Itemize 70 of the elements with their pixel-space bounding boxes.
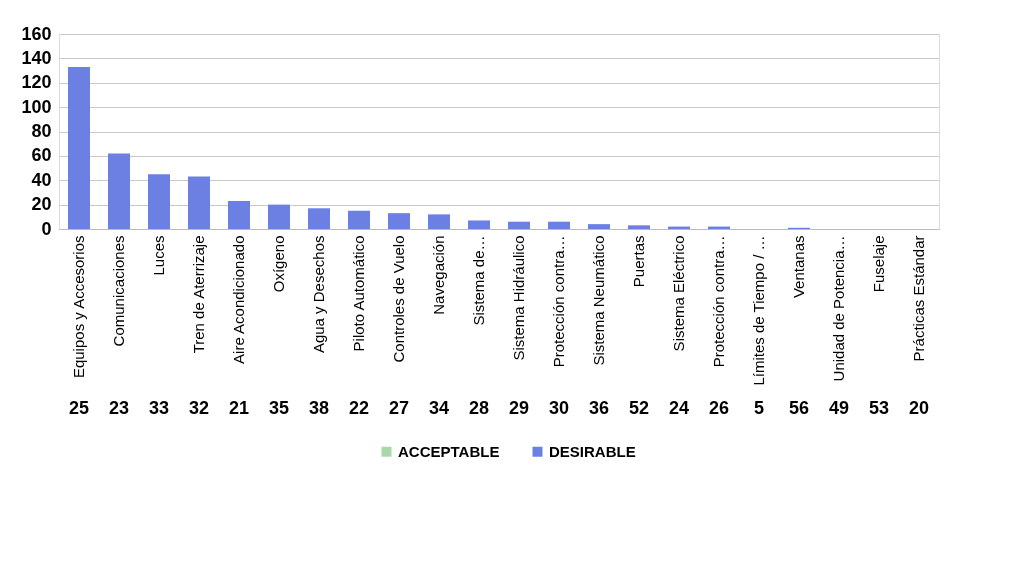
x-tick-label: Sistema de…	[470, 235, 487, 326]
y-tick-label: 60	[31, 145, 52, 166]
text: 36	[588, 398, 610, 418]
text: 35	[268, 398, 290, 418]
text: 25	[68, 398, 90, 418]
bar	[308, 208, 330, 229]
x-tick-label: Controles de Vuelo	[390, 235, 407, 363]
y-tick-label: 160	[21, 23, 52, 44]
x-tick-label: Límites de Tiempo / …	[750, 235, 767, 386]
x-tick-label: Comunicaciones	[110, 235, 127, 347]
x-tick-label: Tren de Aterrizaje	[190, 235, 207, 354]
x-tick-label: Luces	[150, 235, 167, 276]
bar	[628, 225, 650, 229]
y-tick-label: 20	[31, 194, 52, 215]
text: 32	[188, 398, 210, 418]
bar	[188, 176, 210, 229]
y-tick-label: 0	[41, 218, 52, 239]
bar	[388, 213, 410, 229]
bar	[588, 224, 610, 229]
x-tick-label: Unidad de Potencia…	[830, 235, 847, 382]
bar	[428, 214, 450, 229]
y-tick-label: 80	[31, 121, 52, 141]
text: 34	[428, 398, 450, 418]
bar	[508, 221, 530, 229]
x-tick-label: Piloto Automático	[350, 235, 367, 352]
text: 22	[348, 398, 370, 418]
x-tick-label: Sistema Hidráulico	[510, 235, 527, 361]
text: 53	[868, 398, 890, 418]
x-tick-label: Sistema Neumático	[590, 235, 607, 366]
y-tick-label: 140	[21, 47, 52, 68]
text: 29	[508, 398, 530, 418]
text: 28	[468, 398, 490, 418]
bar	[348, 210, 370, 229]
x-tick-label: Prácticas Estándar	[910, 235, 927, 362]
x-tick-label: Protección contra…	[710, 235, 727, 368]
bar	[268, 204, 290, 229]
text: 38	[308, 398, 330, 418]
text: 33	[148, 398, 170, 418]
x-tick-label: Fuselaje	[870, 235, 887, 293]
bar	[548, 221, 570, 229]
text: 52	[628, 398, 650, 418]
legend-label: DESIRABLE	[549, 442, 636, 460]
text: 23	[108, 398, 130, 418]
x-tick-label: Aire Acondicionado	[230, 235, 247, 364]
x-tick-label: Puertas	[630, 235, 647, 288]
text: 49	[828, 398, 850, 418]
bar	[108, 153, 130, 229]
text: 21	[228, 398, 250, 418]
text: 24	[668, 398, 690, 418]
legend-label: ACCEPTABLE	[398, 442, 500, 460]
text: 27	[388, 398, 410, 418]
bar	[228, 200, 250, 229]
text: 26	[708, 398, 730, 418]
bar	[68, 66, 90, 229]
text: 20	[908, 398, 930, 418]
x-tick-label: Agua y Desechos	[310, 235, 327, 354]
text: 5	[753, 398, 765, 418]
bar	[148, 174, 170, 229]
bar	[468, 220, 490, 229]
x-tick-label: Equipos y Accesorios	[70, 235, 87, 379]
x-tick-label: Protección contra…	[550, 235, 567, 368]
x-tick-label: Navegación	[430, 235, 447, 315]
x-tick-label: Sistema Eléctrico	[670, 235, 687, 352]
y-tick-label: 40	[31, 169, 52, 190]
y-tick-label: 120	[21, 72, 52, 93]
y-tick-label: 100	[21, 96, 52, 117]
x-tick-label: Ventanas	[790, 235, 807, 299]
text: 56	[788, 398, 810, 418]
text: 30	[548, 398, 570, 418]
x-tick-label: Oxígeno	[270, 235, 287, 293]
